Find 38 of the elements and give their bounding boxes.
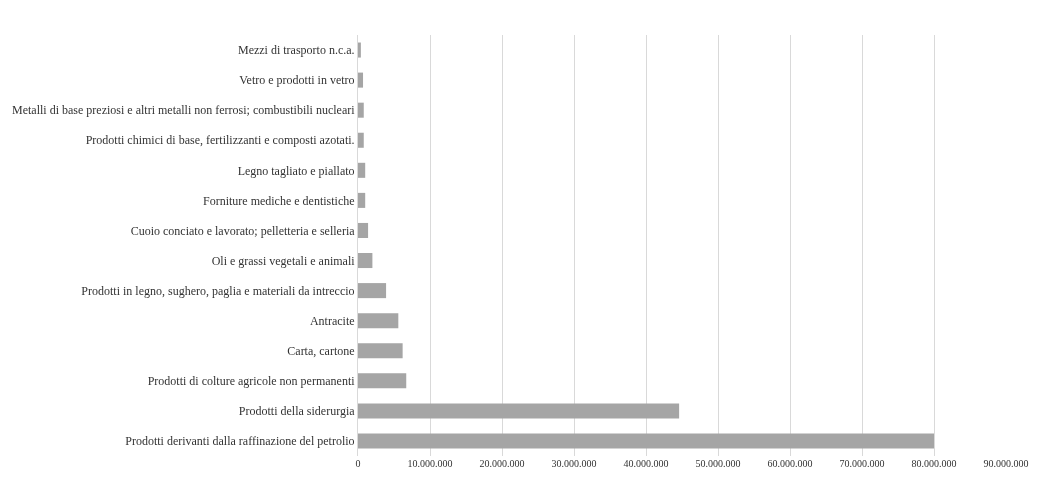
y-tick-label: Vetro e prodotti in vetro: [239, 73, 355, 88]
x-tick-label: 30.000.000: [551, 458, 597, 469]
x-tick-label: 70.000.000: [839, 458, 885, 469]
bar: [358, 102, 364, 118]
bar: [358, 253, 373, 269]
bar: [358, 403, 680, 419]
bar: [358, 283, 387, 299]
bar: [358, 343, 403, 359]
y-tick-label: Legno tagliato e piallato: [237, 163, 355, 178]
x-tick-label: 80.000.000: [911, 458, 957, 469]
y-tick-label: Forniture mediche e dentistiche: [202, 193, 355, 208]
bar: [358, 192, 366, 208]
bar: [358, 373, 407, 389]
y-tick-label: Prodotti di colture agricole non permanenti: [147, 374, 356, 389]
y-tick-label: Prodotti in legno, sughero, paglia e materiali da intreccio: [81, 283, 355, 298]
x-tick-label: 10.000.000: [407, 458, 453, 469]
bar: [358, 42, 361, 58]
y-tick-label: Mezzi di trasporto n.c.a.: [237, 43, 355, 58]
x-tick-label: 90.000.000: [983, 458, 1029, 469]
y-tick-label: Prodotti chimici di base, fertilizzanti e composti azotati.: [85, 133, 355, 148]
bar: [358, 72, 364, 88]
x-tick-label: 20.000.000: [479, 458, 525, 469]
y-tick-label: Prodotti della siderurgia: [238, 404, 356, 419]
y-tick-label: Antracite: [309, 313, 355, 328]
y-tick-label: Metalli di base preziosi e altri metalli non ferrosi; combustibili nucleari: [12, 103, 356, 118]
bar: [358, 132, 364, 148]
x-tick-label: 40.000.000: [623, 458, 669, 469]
bar: [358, 313, 399, 329]
bar: [358, 222, 369, 238]
x-tick-label: 50.000.000: [695, 458, 741, 469]
x-tick-label: 0: [355, 458, 361, 469]
x-tick-label: 60.000.000: [767, 458, 813, 469]
y-tick-label: Prodotti derivanti dalla raffinazione del petrolio: [125, 434, 355, 449]
y-tick-label: Oli e grassi vegetali e animali: [211, 253, 356, 268]
y-tick-label: Cuoio conciato e lavorato; pelletteria e selleria: [130, 223, 356, 238]
bar: [358, 162, 366, 178]
bar: [358, 433, 934, 449]
y-tick-label: Carta, cartone: [287, 343, 355, 358]
